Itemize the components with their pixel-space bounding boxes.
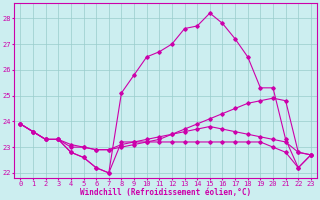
X-axis label: Windchill (Refroidissement éolien,°C): Windchill (Refroidissement éolien,°C) <box>80 188 251 197</box>
